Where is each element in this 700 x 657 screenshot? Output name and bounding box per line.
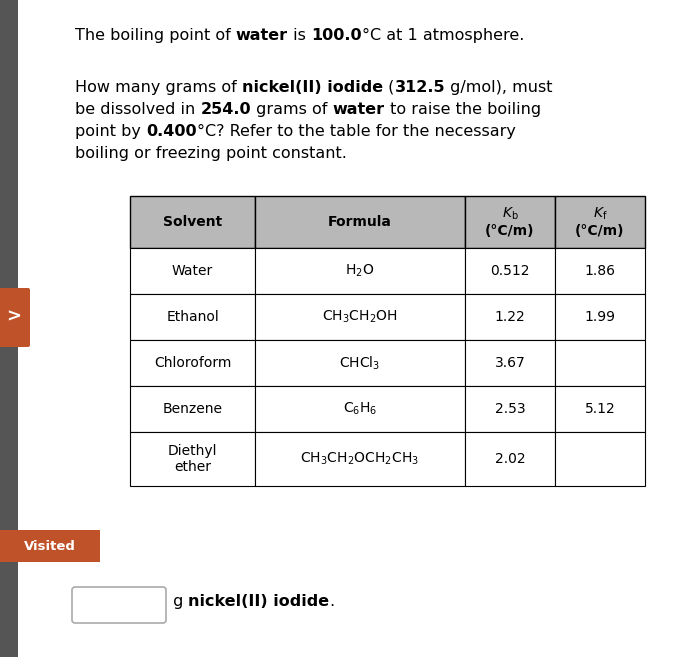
Bar	[130, 248, 255, 294]
Bar	[255, 294, 465, 340]
Text: to raise the boiling: to raise the boiling	[384, 102, 540, 117]
Text: How many grams of: How many grams of	[75, 80, 242, 95]
Bar	[465, 294, 555, 340]
Text: °C at 1 atmosphere.: °C at 1 atmosphere.	[362, 28, 524, 43]
Bar	[130, 196, 255, 248]
Bar	[130, 386, 255, 432]
Text: $\mathrm{CH_3CH_2OCH_2CH_3}$: $\mathrm{CH_3CH_2OCH_2CH_3}$	[300, 451, 419, 467]
Bar	[255, 386, 465, 432]
Text: is: is	[288, 28, 311, 43]
Text: 2.02: 2.02	[495, 452, 525, 466]
Text: Benzene: Benzene	[162, 402, 223, 416]
Bar	[465, 432, 555, 486]
Bar	[555, 340, 645, 386]
Text: 5.12: 5.12	[584, 402, 615, 416]
Bar	[255, 196, 465, 248]
Bar	[465, 386, 555, 432]
Bar	[465, 196, 555, 248]
Text: $\mathrm{H_2O}$: $\mathrm{H_2O}$	[345, 263, 375, 279]
Text: $\mathrm{CHCl_3}$: $\mathrm{CHCl_3}$	[340, 354, 381, 372]
Text: 0.512: 0.512	[490, 264, 530, 278]
Text: 3.67: 3.67	[495, 356, 526, 370]
Text: Diethyl
ether: Diethyl ether	[168, 444, 217, 474]
Text: Formula: Formula	[328, 215, 392, 229]
Text: $K_\mathrm{b}$
(°C/m): $K_\mathrm{b}$ (°C/m)	[485, 206, 535, 238]
Text: g: g	[168, 594, 188, 609]
Text: $\mathrm{C_6H_6}$: $\mathrm{C_6H_6}$	[343, 401, 377, 417]
Text: water: water	[332, 102, 384, 117]
Text: nickel(II) iodide: nickel(II) iodide	[188, 594, 330, 609]
Text: >: >	[6, 308, 22, 326]
Text: Visited: Visited	[24, 539, 76, 553]
Text: water: water	[236, 28, 288, 43]
Text: Chloroform: Chloroform	[154, 356, 231, 370]
Text: Water: Water	[172, 264, 213, 278]
Text: point by: point by	[75, 124, 146, 139]
Bar	[130, 340, 255, 386]
Text: boiling or freezing point constant.: boiling or freezing point constant.	[75, 146, 347, 161]
Bar	[555, 294, 645, 340]
Bar	[555, 386, 645, 432]
Bar	[465, 248, 555, 294]
Text: .: .	[330, 594, 335, 609]
Text: nickel(II) iodide: nickel(II) iodide	[242, 80, 383, 95]
Bar	[555, 432, 645, 486]
Bar	[255, 340, 465, 386]
Text: $K_\mathrm{f}$
(°C/m): $K_\mathrm{f}$ (°C/m)	[575, 206, 624, 238]
Text: g/mol), must: g/mol), must	[445, 80, 552, 95]
FancyBboxPatch shape	[72, 587, 166, 623]
FancyBboxPatch shape	[0, 288, 30, 347]
Text: 254.0: 254.0	[200, 102, 251, 117]
Text: be dissolved in: be dissolved in	[75, 102, 200, 117]
Text: 0.400: 0.400	[146, 124, 197, 139]
Bar	[555, 196, 645, 248]
Text: (: (	[383, 80, 394, 95]
Bar	[555, 248, 645, 294]
Text: °C? Refer to the table for the necessary: °C? Refer to the table for the necessary	[197, 124, 515, 139]
Bar	[255, 248, 465, 294]
Text: 2.53: 2.53	[495, 402, 525, 416]
Bar	[130, 432, 255, 486]
Bar	[465, 340, 555, 386]
Text: The boiling point of: The boiling point of	[75, 28, 236, 43]
Text: Solvent: Solvent	[163, 215, 222, 229]
Text: $\mathrm{CH_3CH_2OH}$: $\mathrm{CH_3CH_2OH}$	[322, 309, 398, 325]
Text: 1.22: 1.22	[495, 310, 526, 324]
Bar	[0, 530, 100, 562]
Text: 100.0: 100.0	[311, 28, 362, 43]
Text: Ethanol: Ethanol	[166, 310, 219, 324]
Bar	[0, 0, 18, 657]
Text: 1.99: 1.99	[584, 310, 615, 324]
Bar	[130, 294, 255, 340]
Text: 1.86: 1.86	[584, 264, 615, 278]
Text: 312.5: 312.5	[394, 80, 445, 95]
Text: grams of: grams of	[251, 102, 332, 117]
Bar	[255, 432, 465, 486]
